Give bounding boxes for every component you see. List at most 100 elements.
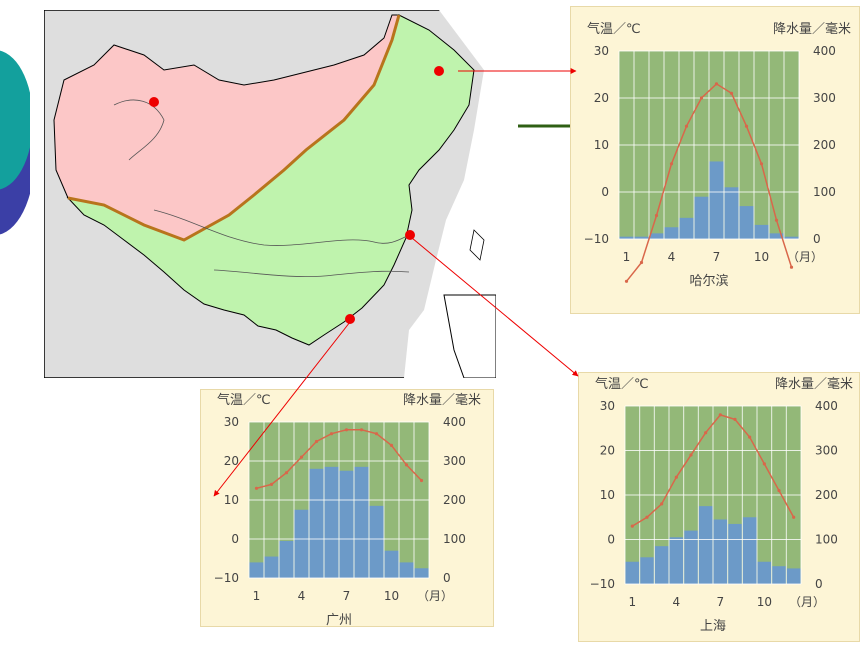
city-marker-shanghai [405,230,415,240]
climate-chart-harbin: 气温／℃ 降水量／毫米 30 20 10 0 −10 400 300 200 100 0 1 4 7 10 （月… [570,6,860,314]
temperature-point [624,279,629,283]
temperature-point [762,462,766,466]
china-map [44,10,496,378]
precip-bar [754,224,769,239]
y-left-tick: 20 [224,454,239,468]
temperature-point [733,417,737,421]
temperature-line [625,82,793,282]
y-right-axis-label: 降水量／毫米 [775,376,853,392]
precip-bar [309,468,324,578]
precip-bar [664,227,679,239]
y-left-axis-label: 气温／℃ [587,21,641,37]
slide-decoration [0,50,30,235]
temperature-line [631,414,795,527]
x-unit-label: （月） [417,589,453,603]
y-left-axis-label: 气温／℃ [217,392,271,408]
x-tick-label: 10 [384,589,399,603]
temperature-point [744,124,749,128]
precip-bar [757,561,772,584]
temperature-point [359,428,364,432]
y-left-tick: −10 [584,232,609,246]
x-unit-label: （月） [789,595,825,609]
x-tick-label: 10 [754,250,769,264]
temperature-point [674,475,678,479]
x-tick-label: 4 [298,589,306,603]
temperature-point [684,124,689,128]
temperature-point [639,260,644,265]
y-right-tick: 300 [443,454,466,468]
precip-bar [649,233,664,239]
city-marker-harbin [434,66,444,76]
temperature-point [729,91,734,95]
temperature-point [759,162,764,166]
y-right-tick: 400 [815,399,838,413]
y-left-tick: 30 [224,415,239,429]
temperature-point [669,162,674,166]
y-right-tick: 400 [813,44,836,58]
x-unit-label: （月） [787,250,823,264]
temperature-point [654,213,659,218]
precip-bar [264,556,279,578]
precip-bar [339,470,354,578]
precip-bar [414,568,429,578]
boundary-line [67,14,401,242]
precip-bar [786,568,801,584]
y-left-tick: 10 [600,488,615,502]
temperature-point [389,443,394,447]
y-right-tick: 100 [443,532,466,546]
temperature-point [374,432,379,436]
precip-bar [354,466,369,578]
precip-bar [384,550,399,578]
y-right-tick: 400 [443,415,466,429]
x-tick-label: 7 [717,595,725,609]
precip-bar [625,561,640,584]
temperature-point [344,428,349,432]
climate-chart-shanghai: 气温／℃ 降水量／毫米 30 20 10 0 −10 400 300 200 100 0 1 4 7 10 （月… [578,372,860,642]
y-left-tick: 10 [224,493,239,507]
precip-bar [728,523,742,584]
y-right-tick: 200 [443,493,466,507]
precip-bar [772,566,786,584]
precip-bar [619,236,634,239]
y-left-tick: 0 [607,533,615,547]
precip-bar [279,540,294,578]
temperature-point [774,218,779,222]
y-left-tick: 20 [600,444,615,458]
y-left-tick: −10 [590,577,615,591]
temperature-point [329,432,334,436]
city-marker-guangzhou [345,314,355,324]
temperature-point [254,486,259,490]
precip-bar [742,517,757,584]
y-right-tick: 0 [815,577,823,591]
y-right-tick: 200 [815,488,838,502]
precip-bar [669,537,684,584]
precip-bar [369,505,384,578]
temperature-point [777,488,781,493]
x-tick-label: 7 [713,250,721,264]
y-left-tick: 30 [600,399,615,413]
temperature-point [748,435,752,439]
temperature-point [419,478,424,483]
y-left-tick: 30 [594,44,609,58]
temperature-point [314,439,319,444]
precip-bar [679,217,694,239]
precip-bar [724,187,739,239]
y-right-axis-label: 降水量／毫米 [773,21,851,37]
y-right-tick: 0 [443,571,451,585]
climate-chart-guangzhou: 气温／℃ 降水量／毫米 30 20 10 0 −10 400 300 200 100 0 1 4 7 10 （月… [200,389,494,627]
x-tick-label: 1 [623,250,631,264]
precip-bar [694,196,709,239]
x-tick-label: 10 [757,595,772,609]
temperature-point [630,524,634,528]
precip-bar [709,161,724,239]
precip-bar [739,206,754,239]
y-right-tick: 100 [813,185,836,199]
y-right-tick: 200 [813,138,836,152]
precip-bar [249,562,264,578]
y-left-tick: 20 [594,91,609,105]
y-left-tick: 10 [594,138,609,152]
temperature-point [789,265,794,269]
